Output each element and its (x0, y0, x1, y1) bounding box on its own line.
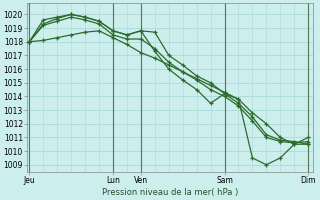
X-axis label: Pression niveau de la mer( hPa ): Pression niveau de la mer( hPa ) (102, 188, 238, 197)
